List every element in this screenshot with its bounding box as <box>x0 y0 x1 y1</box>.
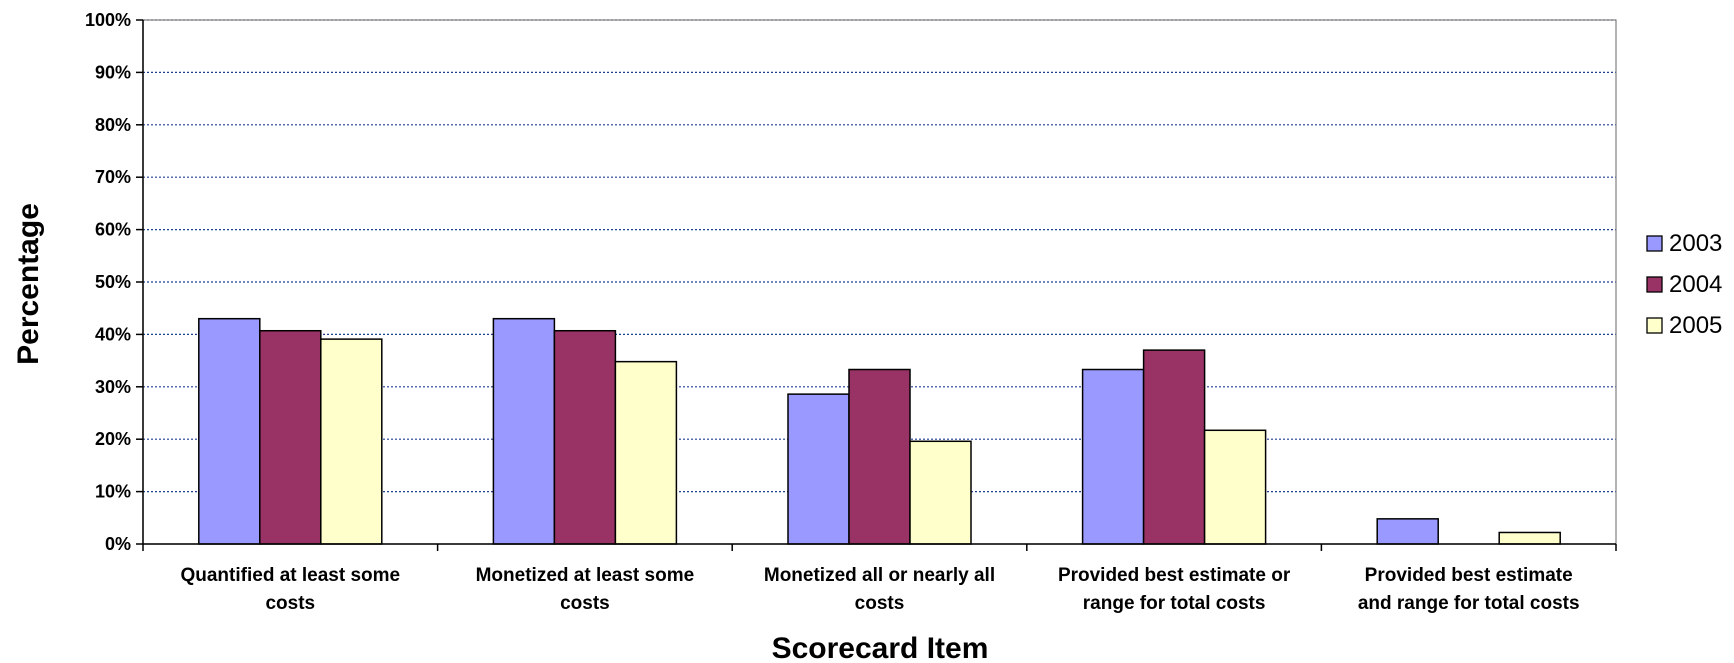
x-category-label-line: Quantified at least some <box>180 565 400 586</box>
y-axis-title: Percentage <box>12 203 45 365</box>
bar-2004 <box>259 329 322 545</box>
bar-2003 <box>198 317 261 545</box>
legend: 2003 2004 2005 <box>1646 230 1722 339</box>
x-category-label: Provided best estimate or range for total… <box>1058 565 1291 614</box>
y-tick-label: 20% <box>95 429 131 449</box>
legend-swatch-2003 <box>1646 235 1663 252</box>
x-category-label-line: Monetized at least some <box>476 565 695 586</box>
axes <box>136 19 1617 551</box>
y-tick-label: 30% <box>95 377 131 397</box>
bar-2005 <box>320 338 383 545</box>
x-category-label: Quantified at least some costs <box>180 565 400 614</box>
y-tick-label: 60% <box>95 220 131 240</box>
bar-2005 <box>614 360 678 545</box>
bar-2004 <box>553 329 617 545</box>
y-tick-label: 80% <box>95 115 131 135</box>
bar-2005 <box>1498 531 1561 545</box>
bar-2003 <box>492 317 556 545</box>
x-category-label: Provided best estimate and range for tota… <box>1358 565 1580 614</box>
y-tick-labels: 0% 10% 20% 30% 40% 50% 60% 70% 80% 90% 100% <box>85 10 131 554</box>
x-category-label-line: Provided best estimate <box>1365 565 1573 586</box>
x-category-label-line: costs <box>265 593 315 614</box>
legend-label-2004: 2004 <box>1669 271 1722 298</box>
y-tick-label: 0% <box>105 534 131 554</box>
x-category-label-line: Monetized all or nearly all <box>764 565 995 586</box>
y-tick-label: 10% <box>95 482 131 502</box>
y-tick-label: 90% <box>95 62 131 82</box>
legend-label-2005: 2005 <box>1669 312 1722 339</box>
legend-swatch-2005 <box>1646 317 1663 334</box>
x-category-label-line: and range for total costs <box>1358 593 1580 614</box>
y-tick-label: 100% <box>85 10 131 30</box>
bar-2005 <box>1203 429 1267 545</box>
y-tick-label: 70% <box>95 167 131 187</box>
x-category-label-line: range for total costs <box>1083 593 1266 614</box>
bar-2004 <box>1142 349 1206 545</box>
x-category-label-line: Provided best estimate or <box>1058 565 1291 586</box>
bar-2004 <box>848 368 911 545</box>
bar-2003 <box>1081 368 1145 545</box>
bar-2005 <box>909 440 972 545</box>
x-category-label-line: costs <box>855 593 905 614</box>
bar-2003 <box>1376 518 1439 545</box>
legend-label-2003: 2003 <box>1669 230 1722 257</box>
x-axis-title: Scorecard Item <box>772 632 989 663</box>
bars <box>198 317 1561 545</box>
y-tick-label: 40% <box>95 324 131 344</box>
legend-swatch-2004 <box>1646 276 1663 293</box>
y-tick-label: 50% <box>95 272 131 292</box>
bar-2003 <box>787 393 850 545</box>
x-category-label: Monetized all or nearly all costs <box>764 565 995 614</box>
x-category-label-line: costs <box>560 593 610 614</box>
x-category-label: Monetized at least some costs <box>476 565 695 614</box>
